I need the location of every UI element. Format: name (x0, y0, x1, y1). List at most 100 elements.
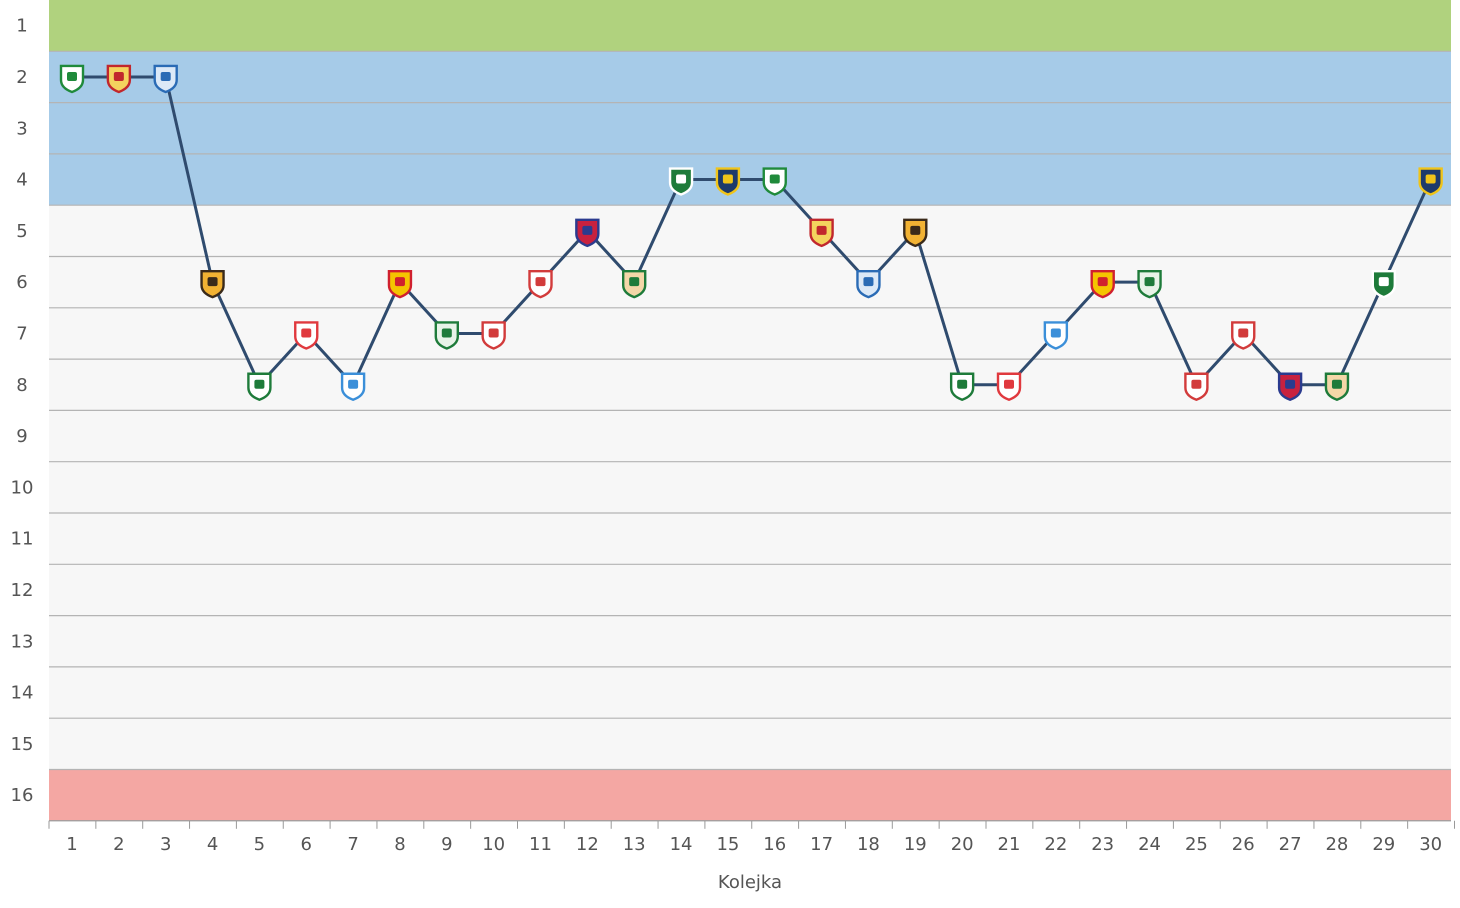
x-tick-label: 18 (857, 834, 880, 855)
piast-gliwice-crest-icon (59, 64, 85, 94)
crest-emblem (957, 379, 968, 389)
y-tick-label: 10 (11, 477, 34, 498)
y-tick-label: 15 (11, 734, 34, 755)
jagiellonia-crest-icon (622, 269, 647, 299)
cracovia-crest-icon (996, 372, 1022, 402)
position-band-3 (49, 205, 1451, 770)
x-tick-label: 2 (113, 834, 124, 855)
legia-warszawa-crest-icon (247, 372, 272, 402)
x-tick-label: 1 (66, 834, 77, 855)
lechia-gdansk-crest-icon (434, 321, 459, 350)
wisla-krakow-crest-icon (528, 269, 553, 299)
y-tick-label: 3 (16, 118, 27, 139)
position-band-4 (49, 769, 1451, 821)
piast-gliwice-crest-icon (762, 167, 787, 196)
x-axis-title: Kolejka (718, 872, 782, 893)
crest-emblem (910, 225, 921, 235)
x-tick-label: 30 (1419, 834, 1442, 855)
x-tick-label: 9 (441, 834, 452, 855)
x-tick-label: 17 (810, 834, 833, 855)
position-band-1 (49, 0, 1451, 52)
x-axis: 1 2 3 4 5 6 7 8 9 10 11 12 13 14 15 16 17 18 19 20 21 22 23 24 2… (48, 820, 1455, 855)
position-bands (49, 0, 1451, 821)
crest-emblem (113, 71, 124, 81)
crest-emblem (1331, 379, 1342, 389)
warta-poznan-crest-icon (668, 167, 694, 196)
x-tick-label: 11 (529, 834, 552, 855)
zaglebie-lubin-crest-icon (340, 372, 366, 402)
crest-emblem (863, 277, 874, 287)
rakow-czestochowa-crest-icon (1277, 372, 1303, 402)
x-tick-label: 25 (1185, 834, 1208, 855)
wisla-plock-crest-icon (809, 218, 834, 248)
rakow-czestochowa-crest-icon (575, 218, 600, 248)
crest-emblem (67, 71, 77, 81)
crest-emblem (1144, 277, 1155, 287)
legia-warszawa-crest-icon (949, 372, 975, 402)
y-tick-label: 4 (16, 170, 27, 191)
crest-emblem (394, 277, 405, 287)
pogon-szczecin-crest-icon (903, 218, 928, 248)
x-tick-label: 14 (670, 834, 693, 855)
y-tick-label: 9 (16, 426, 27, 447)
crest-emblem (629, 277, 640, 287)
crest-emblem (1238, 328, 1249, 338)
y-tick-label: 11 (11, 529, 34, 550)
gornik-zabrze-crest-icon (1184, 372, 1209, 402)
y-tick-label: 12 (11, 580, 34, 601)
x-tick-label: 28 (1325, 834, 1348, 855)
y-tick-label: 14 (11, 683, 34, 704)
crest-emblem (1097, 277, 1108, 287)
crest-emblem (301, 328, 312, 338)
crest-emblem (676, 174, 687, 184)
x-tick-label: 26 (1232, 834, 1255, 855)
crest-emblem (160, 71, 171, 81)
position-band-2 (49, 51, 1451, 206)
crest-emblem (1191, 379, 1202, 389)
crest-emblem (207, 277, 218, 287)
x-tick-label: 21 (998, 834, 1021, 855)
x-tick-label: 6 (301, 834, 312, 855)
korona-kielce-crest-icon (1090, 269, 1115, 299)
crest-emblem (254, 379, 265, 389)
x-tick-label: 7 (347, 834, 358, 855)
x-tick-label: 8 (394, 834, 405, 855)
y-tick-label: 5 (16, 221, 27, 242)
x-tick-label: 22 (1044, 834, 1067, 855)
x-tick-label: 19 (904, 834, 927, 855)
x-tick-label: 4 (207, 834, 218, 855)
y-tick-label: 1 (16, 16, 27, 37)
crest-emblem (1378, 277, 1389, 287)
x-tick-label: 20 (951, 834, 974, 855)
crest-emblem (1285, 379, 1296, 389)
crest-emblem (722, 174, 733, 184)
x-tick-label: 3 (160, 834, 171, 855)
crest-emblem (816, 225, 827, 235)
x-tick-label: 10 (482, 834, 505, 855)
crest-emblem (441, 328, 452, 338)
x-tick-label: 24 (1138, 834, 1161, 855)
crest-emblem (1425, 174, 1436, 184)
x-tick-label: 15 (716, 834, 739, 855)
x-tick-label: 29 (1372, 834, 1395, 855)
x-tick-label: 5 (254, 834, 265, 855)
y-tick-label: 8 (16, 375, 27, 396)
stal-mielec-crest-icon (1418, 167, 1443, 196)
lechia-gdansk-crest-icon (1137, 269, 1162, 299)
x-tick-label: 12 (576, 834, 599, 855)
stal-mielec-crest-icon (715, 167, 741, 196)
wisla-plock-crest-icon (106, 64, 132, 94)
crest-emblem (348, 379, 359, 389)
lech-poznan-crest-icon (153, 64, 178, 94)
lech-poznan-crest-icon (856, 269, 881, 299)
crest-emblem (1050, 328, 1061, 338)
y-tick-label: 7 (16, 323, 27, 344)
gridlines (49, 50, 1451, 822)
y-tick-label: 13 (11, 631, 34, 652)
x-tick-label: 27 (1279, 834, 1302, 855)
x-tick-label: 23 (1091, 834, 1114, 855)
y-tick-label: 6 (16, 272, 27, 293)
